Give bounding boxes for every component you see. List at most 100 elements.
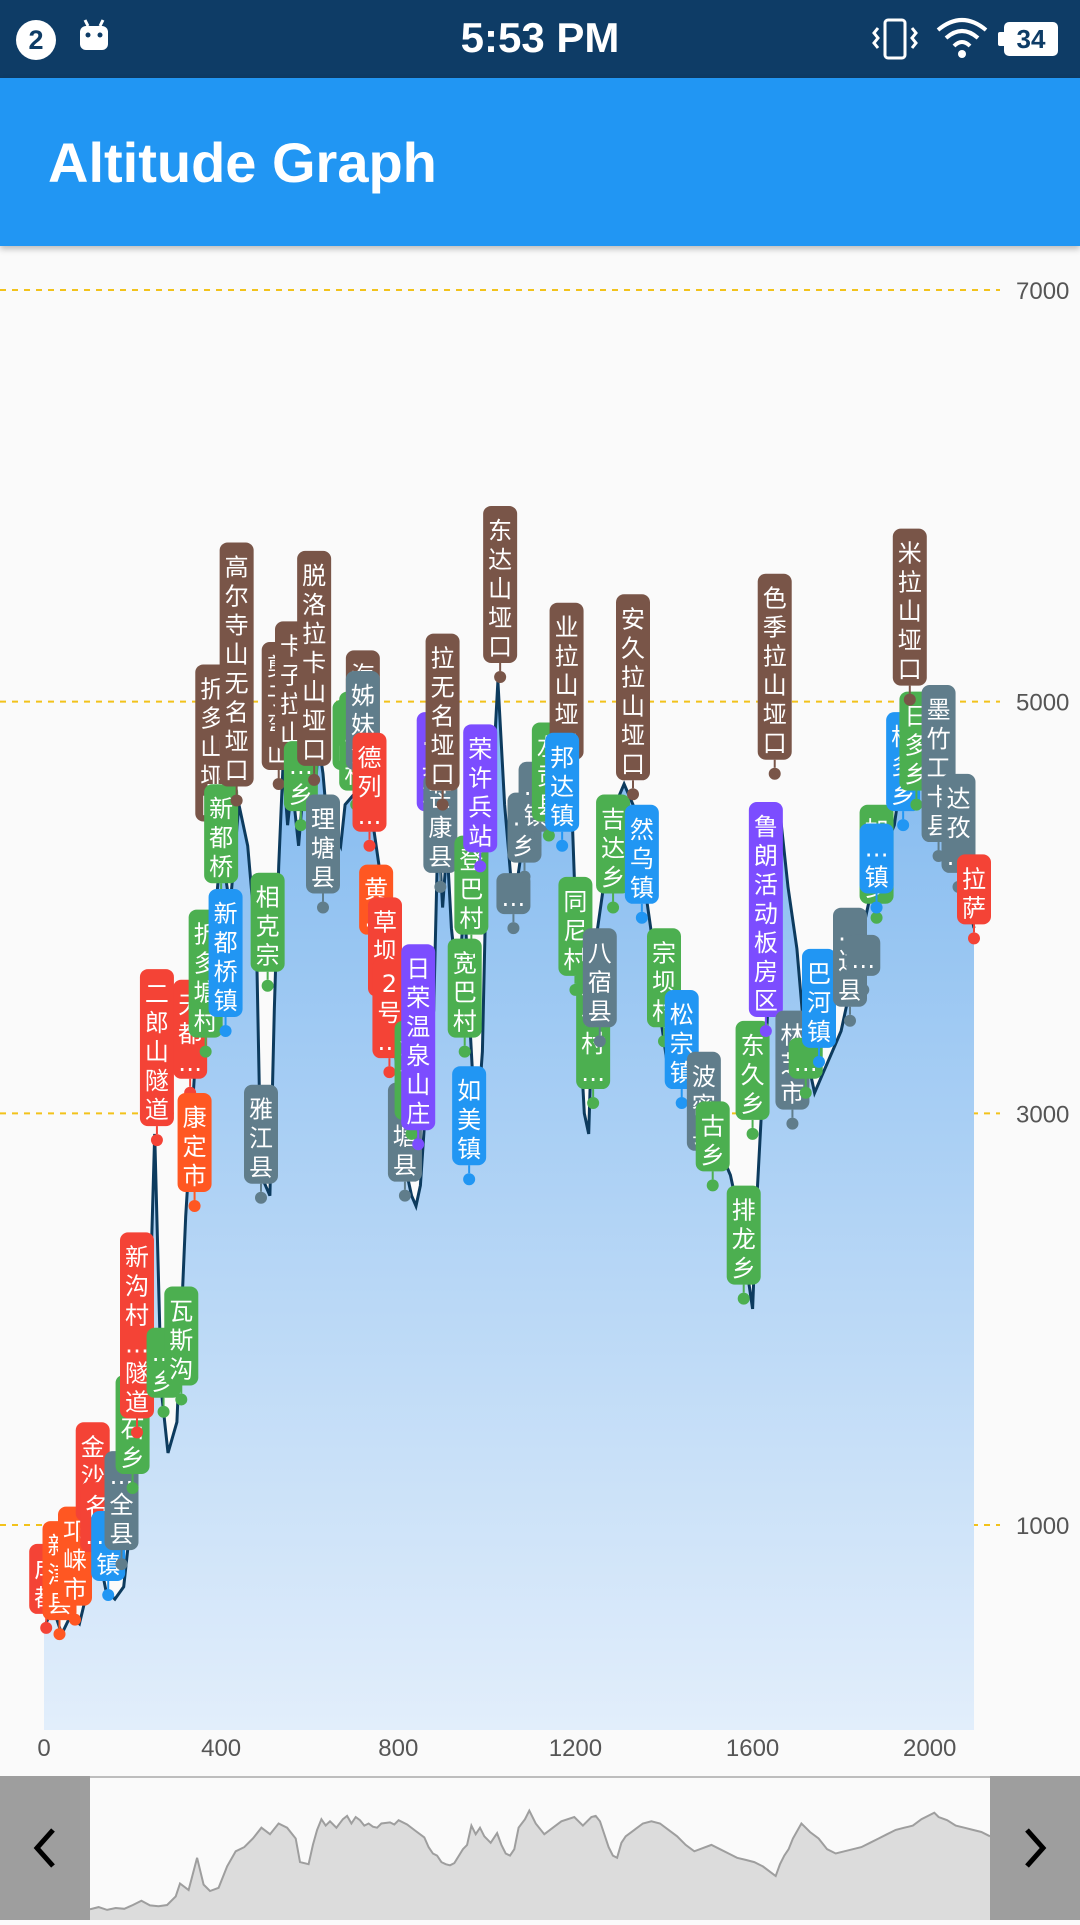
- poi-label: 米拉山垭口: [898, 540, 922, 684]
- poi-marker[interactable]: 雅江县: [244, 1084, 278, 1204]
- poi-label-bg: [297, 550, 332, 766]
- poi-marker[interactable]: 巴河镇: [802, 948, 836, 1068]
- overview-strip[interactable]: [89, 1776, 991, 1922]
- battery-icon: 34: [998, 22, 1058, 56]
- poi-marker[interactable]: 东达山垭口: [483, 505, 518, 683]
- poi-dot: [436, 798, 449, 811]
- poi-label-bg: [582, 928, 617, 1028]
- poi-marker[interactable]: 如美镇: [452, 1066, 487, 1186]
- poi-marker[interactable]: 排龙乡: [726, 1185, 761, 1305]
- poi-dot: [968, 932, 980, 945]
- poi-label: 新都桥镇: [214, 900, 238, 1015]
- poi-markers[interactable]: 成都新津县邛崃市金沙…名……镇…全县…石乡新沟村…隧道…乡瓦斯沟二郎山隧道天都……: [29, 505, 991, 1641]
- poi-marker[interactable]: 瓦斯沟: [164, 1286, 199, 1406]
- poi-label: 松宗镇: [670, 1001, 694, 1087]
- poi-label-bg: [401, 944, 436, 1131]
- poi-marker[interactable]: 登巴村: [454, 835, 489, 955]
- poi-label-bg: [802, 948, 836, 1048]
- poi-marker[interactable]: 二郎山隧道: [139, 969, 174, 1147]
- poi-dot: [317, 901, 329, 914]
- poi-marker[interactable]: 拉萨: [957, 854, 991, 945]
- poi-marker[interactable]: 八宿县: [582, 928, 617, 1048]
- poi-label-bg: [208, 889, 243, 1017]
- poi-label: …镇: [865, 835, 889, 892]
- poi-label: 拉无名垭口: [431, 645, 455, 789]
- poi-marker[interactable]: 拉无名垭口: [425, 633, 460, 811]
- poi-marker[interactable]: 安久拉山垭口: [616, 594, 650, 801]
- poi-label-bg: [244, 1084, 278, 1184]
- poi-marker[interactable]: 鲁朗活动板房区: [748, 802, 783, 1037]
- poi-label-bg: [957, 854, 991, 925]
- poi-marker[interactable]: 高尔寺山无名垭口: [219, 542, 254, 807]
- poi-label: …全县: [110, 1462, 134, 1548]
- poi-dot: [870, 911, 883, 924]
- x-tick-label: 800: [378, 1735, 418, 1762]
- poi-marker[interactable]: …: [496, 873, 531, 935]
- poi-label-bg: [352, 732, 387, 832]
- poi-marker[interactable]: 色季拉山垭口: [757, 573, 792, 780]
- poi-marker[interactable]: 古乡: [695, 1101, 730, 1192]
- poi-label-bg: [452, 1066, 487, 1166]
- app-bar: Altitude Graph: [0, 78, 1080, 246]
- poi-marker[interactable]: 新都桥镇: [208, 889, 243, 1037]
- poi-marker[interactable]: 宽巴村: [447, 938, 482, 1058]
- poi-dot: [255, 1191, 267, 1204]
- poi-label: …: [501, 884, 525, 912]
- clock: 5:53 PM: [460, 14, 620, 61]
- poi-marker[interactable]: 德列…: [352, 732, 387, 852]
- poi-marker[interactable]: 相克宗: [250, 872, 285, 992]
- poi-label-bg: [596, 794, 631, 894]
- poi-marker[interactable]: …: [846, 934, 881, 996]
- poi-label-bg: [624, 804, 659, 904]
- y-tick-label: 1000: [1016, 1513, 1069, 1540]
- poi-label: 安久拉山垭口: [621, 605, 645, 778]
- poi-dot: [126, 1481, 139, 1494]
- poi-marker[interactable]: …: [788, 1037, 823, 1099]
- poi-dot: [308, 773, 321, 786]
- poi-dot: [799, 1086, 812, 1099]
- chevron-left-icon: [33, 1828, 55, 1868]
- poi-marker[interactable]: 脱洛拉卡山垭口: [297, 550, 332, 786]
- prev-button[interactable]: [0, 1776, 90, 1920]
- poi-label: 东久乡: [741, 1032, 765, 1118]
- poi-marker[interactable]: 吉达乡: [596, 794, 631, 914]
- poi-dot: [463, 1173, 476, 1186]
- android-icon: [80, 19, 108, 50]
- poi-label-bg: [219, 542, 254, 787]
- poi-marker[interactable]: 理塘县: [306, 794, 340, 914]
- poi-label: 吉达乡: [601, 806, 625, 892]
- poi-dot: [607, 901, 620, 914]
- y-tick-label: 5000: [1016, 690, 1069, 717]
- poi-marker[interactable]: 康定市: [177, 1092, 212, 1212]
- poi-dot: [383, 1066, 396, 1079]
- poi-marker[interactable]: 日荣温泉山庄: [401, 944, 436, 1151]
- poi-dot: [188, 1199, 201, 1212]
- poi-marker[interactable]: …镇: [859, 823, 894, 914]
- chevron-right-icon: [1025, 1828, 1047, 1868]
- poi-label-bg: [788, 1037, 823, 1079]
- poi-label: 芒康县: [428, 785, 452, 871]
- poi-dot: [813, 1055, 825, 1068]
- poi-marker[interactable]: 新沟村…隧道: [120, 1232, 154, 1439]
- poi-marker[interactable]: 新都桥: [204, 784, 239, 904]
- poi-label-bg: [735, 1020, 770, 1120]
- poi-label-bg: [859, 823, 894, 894]
- poi-label-bg: [748, 802, 783, 1017]
- poi-marker[interactable]: 米拉山垭口: [892, 528, 927, 706]
- poi-dot: [115, 1558, 128, 1571]
- poi-marker[interactable]: 东久乡: [735, 1020, 770, 1140]
- x-tick-label: 2000: [903, 1735, 956, 1762]
- poi-marker[interactable]: 芒康县: [423, 773, 458, 893]
- poi-dot: [910, 798, 923, 811]
- poi-label: 邦达镇: [550, 744, 574, 830]
- poi-marker[interactable]: 邦达镇: [545, 732, 580, 852]
- poi-marker[interactable]: 荣许兵站: [463, 724, 498, 873]
- next-button[interactable]: [990, 1776, 1080, 1920]
- poi-marker[interactable]: …乡: [283, 741, 318, 832]
- poi-dot: [494, 670, 507, 683]
- poi-dot: [230, 794, 243, 807]
- poi-label-bg: [164, 1286, 199, 1386]
- poi-label-bg: [425, 633, 460, 791]
- poi-marker[interactable]: 然乌镇: [624, 804, 659, 924]
